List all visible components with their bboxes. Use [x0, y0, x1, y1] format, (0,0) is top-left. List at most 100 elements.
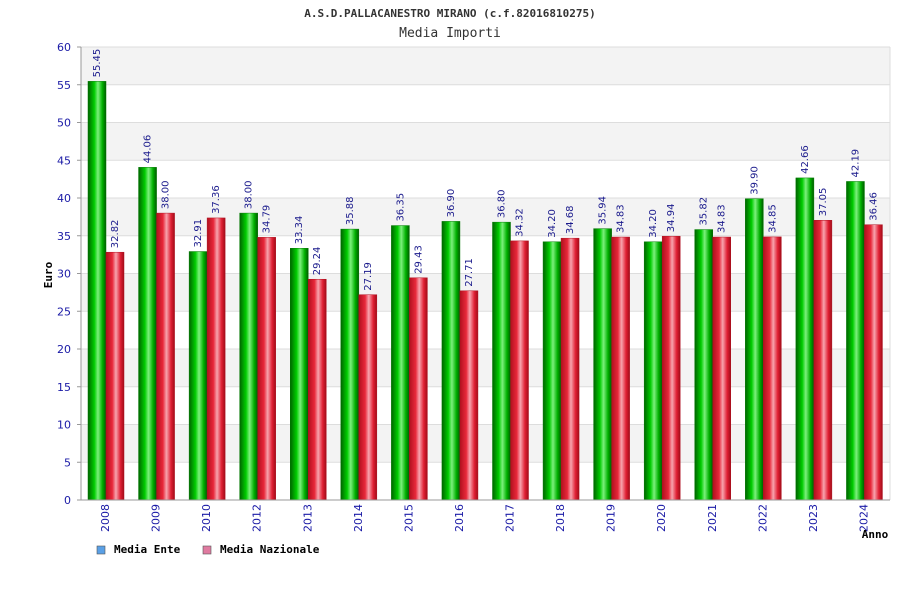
value-label: 38.00: [244, 180, 255, 209]
bar-media-nazionale-2020: [661, 235, 681, 501]
bar-media-nazionale-2015: [409, 277, 428, 501]
x-tick-label: 2021: [706, 504, 719, 532]
value-label: 34.85: [767, 204, 778, 233]
value-label: 36.80: [497, 190, 508, 219]
x-tick-label: 2017: [504, 504, 517, 532]
bar-media-ente-2013: [290, 248, 309, 501]
value-label: 44.06: [143, 135, 154, 164]
value-label: 37.36: [211, 185, 222, 214]
y-tick-label: 0: [64, 494, 71, 507]
value-label: 34.20: [547, 209, 558, 238]
x-tick-label: 2014: [352, 504, 365, 532]
value-label: 27.19: [363, 262, 374, 291]
x-tick-label: 2008: [99, 504, 112, 532]
bar-media-ente-2014: [340, 228, 360, 501]
bar-media-ente-2010: [188, 251, 208, 501]
value-label: 55.45: [92, 49, 103, 78]
value-label: 35.94: [598, 196, 609, 225]
bar-media-nazionale-2022: [763, 236, 782, 501]
x-tick-label: 2015: [402, 504, 415, 532]
value-label: 37.05: [818, 188, 829, 217]
value-label: 34.83: [717, 204, 728, 233]
y-tick-label: 35: [57, 230, 71, 243]
bar-media-nazionale-2018: [560, 237, 580, 501]
value-label: 27.71: [464, 258, 475, 287]
y-tick-label: 15: [57, 381, 71, 394]
bar-media-nazionale-2023: [813, 220, 833, 501]
x-tick-label: 2016: [453, 504, 466, 532]
value-label: 38.00: [161, 180, 172, 209]
y-axis-ticks: 0 5 10 15 20 25 30 35 40 45 50 55 60: [57, 41, 81, 507]
y-tick-label: 50: [57, 117, 71, 130]
bar-media-nazionale-2017: [510, 240, 529, 501]
x-axis-label: Anno: [862, 528, 889, 541]
bar-media-ente-2017: [492, 221, 511, 501]
value-label: 42.66: [800, 145, 811, 174]
y-tick-label: 55: [57, 79, 71, 92]
value-label: 36.46: [868, 192, 879, 221]
bar-media-ente-2022: [745, 198, 764, 501]
value-label: 42.19: [850, 149, 861, 178]
legend-swatch-media-ente: [96, 545, 106, 555]
bar-media-ente-2021: [694, 229, 713, 501]
x-tick-label: 2010: [200, 504, 213, 532]
value-label: 34.94: [666, 204, 677, 233]
y-tick-label: 30: [57, 268, 71, 281]
legend: Media Ente Media Nazionale: [96, 543, 320, 556]
plot-band: [81, 84, 890, 123]
chart-subtitle: Media Importi: [399, 26, 501, 41]
x-tick-label: 2018: [554, 504, 567, 532]
value-label: 33.34: [294, 216, 305, 245]
bar-media-ente-2019: [593, 228, 612, 501]
y-tick-label: 20: [57, 343, 71, 356]
bar-media-nazionale-2019: [611, 236, 630, 501]
value-label: 29.24: [312, 247, 323, 276]
y-axis-label: Euro: [42, 261, 55, 288]
y-tick-label: 5: [64, 456, 71, 469]
x-tick-label: 2013: [301, 504, 314, 532]
plot-band: [81, 122, 890, 161]
value-label: 32.91: [193, 219, 204, 248]
value-label: 34.68: [565, 206, 576, 235]
bar-media-ente-2016: [441, 221, 461, 501]
x-axis-ticks: 2008 2009 2010 2012 2013 2014 2015 2016 2017 2018…: [99, 504, 870, 532]
legend-swatch-media-nazionale: [202, 545, 212, 555]
bar-media-ente-2009: [138, 167, 157, 501]
value-label: 36.90: [446, 189, 457, 218]
legend-label-media-nazionale: Media Nazionale: [220, 543, 320, 556]
bar-media-ente-2008: [87, 81, 107, 501]
y-tick-label: 40: [57, 192, 71, 205]
x-tick-label: 2022: [756, 504, 769, 532]
bar-media-nazionale-2014: [358, 294, 378, 501]
value-label: 34.32: [515, 208, 526, 237]
x-tick-label: 2023: [807, 504, 820, 532]
legend-label-media-ente: Media Ente: [114, 543, 181, 556]
bar-media-nazionale-2024: [864, 224, 883, 501]
value-label: 29.43: [413, 245, 424, 274]
value-labels: 55.45 32.82 44.06 38.00 32.91 37.36 38.00 34.79…: [92, 49, 879, 291]
plot-band: [81, 47, 890, 85]
bar-media-ente-2015: [391, 225, 410, 501]
value-label: 34.79: [262, 205, 273, 234]
value-label: 34.83: [616, 204, 627, 233]
value-label: 32.82: [110, 220, 121, 249]
bar-media-ente-2018: [542, 241, 562, 501]
bar-media-ente-2024: [846, 181, 865, 501]
bar-media-ente-2012: [239, 212, 258, 501]
value-label: 34.20: [648, 209, 659, 238]
x-tick-label: 2024: [857, 504, 870, 532]
y-tick-label: 60: [57, 41, 71, 54]
plot-band: [81, 160, 890, 198]
y-tick-label: 45: [57, 154, 71, 167]
value-label: 35.88: [345, 196, 356, 225]
bar-media-nazionale-2021: [712, 236, 731, 501]
x-tick-label: 2019: [605, 504, 618, 532]
y-tick-label: 10: [57, 419, 71, 432]
y-tick-label: 25: [57, 305, 71, 318]
bar-media-nazionale-2016: [459, 290, 479, 501]
chart-title: A.S.D.PALLACANESTRO MIRANO (c.f.82016810…: [304, 7, 595, 20]
x-tick-label: 2009: [150, 504, 163, 532]
value-label: 36.35: [395, 193, 406, 222]
bar-media-nazionale-2009: [156, 212, 175, 501]
bar-media-ente-2020: [643, 241, 663, 501]
